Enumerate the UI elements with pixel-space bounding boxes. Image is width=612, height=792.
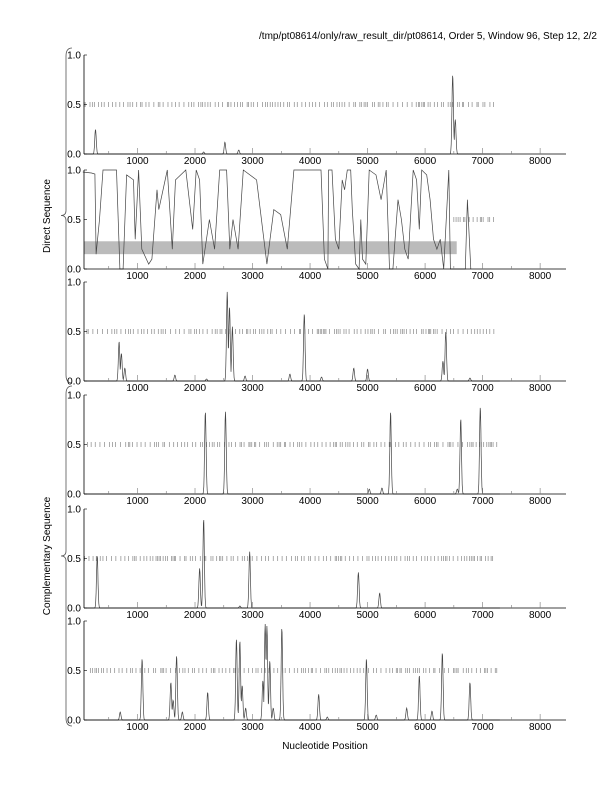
x-tick-label: 1000 [126,383,149,394]
x-tick-label: 3000 [241,383,264,394]
x-tick-label: 1000 [126,610,149,621]
x-axis-label: Nucleotide Position [282,741,368,752]
coding-potential-line [84,519,500,609]
x-tick-label: 8000 [529,496,552,507]
x-tick-label: 6000 [414,383,437,394]
x-tick-label: 7000 [471,383,494,394]
y-tick-label: 0.5 [67,440,81,451]
x-tick-label: 6000 [414,156,437,167]
brace-complementary [60,385,73,727]
x-tick-label: 2000 [184,722,207,733]
x-tick-label: 3000 [241,496,264,507]
x-tick-label: 6000 [414,610,437,621]
y-tick-label: 1.0 [67,51,81,62]
x-tick-label: 1000 [126,156,149,167]
y-tick-label: 0.0 [67,377,81,388]
x-tick-label: 5000 [356,610,379,621]
x-tick-label: 4000 [299,610,322,621]
chart-title: /tmp/pt08614/only/raw_result_dir/pt08614… [259,31,597,42]
coding-potential-line [84,75,500,155]
x-tick-label: 8000 [529,271,552,282]
x-tick-label: 5000 [356,722,379,733]
y-tick-label: 0.0 [67,604,81,615]
x-tick-label: 3000 [241,610,264,621]
y-tick-label: 1.0 [67,617,81,628]
y-tick-label: 0.0 [67,490,81,501]
x-tick-label: 6000 [414,496,437,507]
x-tick-label: 4000 [299,722,322,733]
panel-complementary-1: 1000 2000 3000 4000 5000 6000 7000 8000 0.0 0.5 1.… [67,391,566,507]
panel-direct-1: 1000 2000 3000 4000 5000 6000 7000 8000 0.0 0.5 1.… [67,51,566,167]
y-tick-label: 0.0 [67,716,81,727]
highlight-band [84,241,457,255]
x-tick-label: 5000 [356,383,379,394]
panel-complementary-2: 1000 2000 3000 4000 5000 6000 7000 8000 0.0 0.5 1.… [67,505,566,621]
y-tick-label: 0.0 [67,265,81,276]
coding-potential-line [82,169,472,271]
y-tick-label: 0.0 [67,150,81,161]
x-tick-label: 1000 [126,271,149,282]
x-tick-label: 1000 [126,496,149,507]
x-tick-label: 7000 [471,271,494,282]
y-tick-label: 1.0 [67,391,81,402]
brace-direct [60,47,73,384]
x-tick-label: 2000 [184,271,207,282]
y-tick-label: 1.0 [67,166,81,177]
x-tick-label: 8000 [529,383,552,394]
x-tick-label: 3000 [241,271,264,282]
x-tick-label: 3000 [241,722,264,733]
x-tick-label: 6000 [414,722,437,733]
panel-direct-2: 1000 2000 3000 4000 5000 6000 7000 8000 0.0 0.5 1.… [67,166,566,282]
panel-direct-3: 1000 2000 3000 4000 5000 6000 7000 8000 0.0 0.5 1.… [67,278,566,394]
y-tick-label: 0.5 [67,666,81,677]
y-tick-label: 0.5 [67,215,81,226]
x-tick-label: 2000 [184,496,207,507]
x-tick-label: 4000 [299,156,322,167]
x-tick-label: 8000 [529,610,552,621]
x-tick-label: 2000 [184,156,207,167]
x-tick-label: 8000 [529,156,552,167]
x-tick-label: 2000 [184,383,207,394]
x-tick-label: 7000 [471,610,494,621]
x-tick-label: 5000 [356,271,379,282]
x-tick-label: 7000 [471,156,494,167]
y-tick-label: 0.5 [67,327,81,338]
x-tick-label: 7000 [471,496,494,507]
x-tick-label: 4000 [299,383,322,394]
x-tick-label: 8000 [529,722,552,733]
y-tick-label: 0.5 [67,100,81,111]
y-tick-label: 0.5 [67,554,81,565]
y-tick-label: 1.0 [67,278,81,289]
x-tick-label: 7000 [471,722,494,733]
x-tick-label: 5000 [356,156,379,167]
group-label-complementary: Complementary Sequence [42,496,53,615]
y-tick-label: 1.0 [67,505,81,516]
x-tick-label: 4000 [299,271,322,282]
group-label-direct: Direct Sequence [42,179,53,253]
x-tick-label: 4000 [299,496,322,507]
coding-potential-line [84,291,500,382]
x-tick-label: 1000 [126,722,149,733]
panel-complementary-3: 1000 2000 3000 4000 5000 6000 7000 8000 0.0 0.5 1.… [67,617,566,733]
x-tick-label: 6000 [414,271,437,282]
x-tick-label: 2000 [184,610,207,621]
coding-potential-line [84,407,500,495]
coding-potential-line [84,623,500,721]
x-tick-label: 5000 [356,496,379,507]
x-tick-label: 3000 [241,156,264,167]
